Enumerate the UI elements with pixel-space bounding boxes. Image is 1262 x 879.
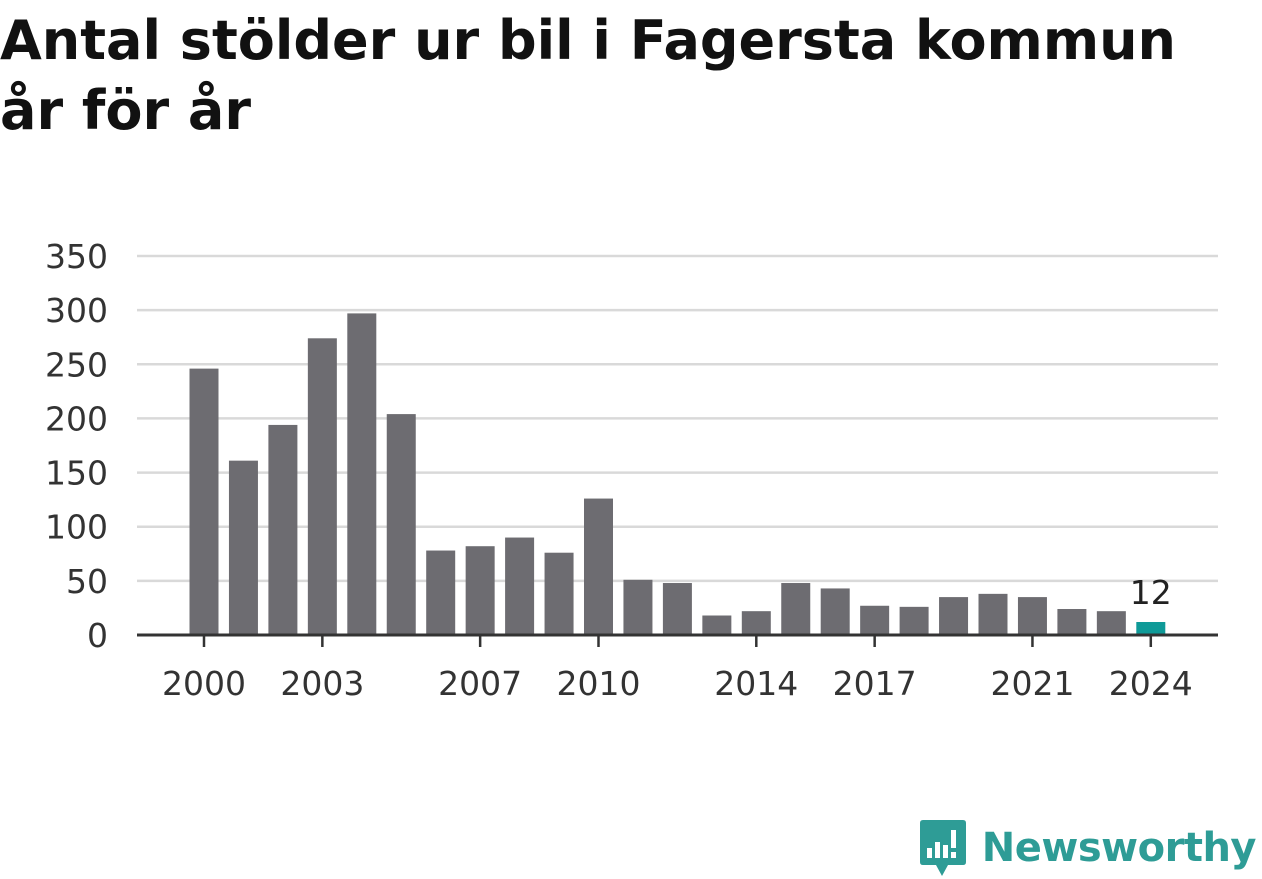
chart-title: Antal stölder ur bil i Fagersta kommun å… [0, 9, 1176, 142]
bar-2010 [584, 498, 613, 635]
y-tick-label: 200 [45, 399, 108, 438]
bar-2019 [939, 597, 969, 635]
bar-2020 [978, 593, 1008, 635]
bar-2016 [820, 588, 850, 635]
y-tick-label: 350 [45, 237, 108, 276]
bar-2023 [1096, 611, 1126, 635]
bar-2004 [347, 313, 377, 635]
bar-2018 [899, 606, 929, 635]
y-tick-label: 100 [45, 508, 108, 547]
bar-2009 [544, 552, 574, 635]
data-label-2024: 12 [1130, 573, 1172, 612]
x-tick-label: 2010 [557, 664, 641, 703]
bar-2001 [228, 460, 258, 635]
bar-2005 [386, 414, 416, 635]
x-tick-label: 2024 [1109, 664, 1193, 703]
bar-2007 [465, 546, 495, 635]
bar-2006 [426, 550, 456, 635]
y-tick-label: 0 [87, 616, 108, 655]
y-tick-label: 250 [45, 345, 108, 384]
x-tick-label: 2017 [833, 664, 917, 703]
data-labels: 12 [1130, 573, 1172, 612]
newsworthy-brand: Newsworthy [918, 817, 1257, 879]
bar-2022 [1057, 609, 1087, 635]
y-axis-ticks: 0 50 100 150 200 250 300 350 [45, 237, 108, 655]
x-tick-label: 2003 [280, 664, 364, 703]
bar-2012 [662, 583, 692, 635]
bar-2014 [741, 611, 771, 635]
bar-2013 [702, 615, 732, 635]
y-tick-label: 300 [45, 291, 108, 330]
bar-2024 [1136, 622, 1166, 635]
bar-2000 [189, 368, 219, 635]
y-tick-label: 150 [45, 454, 108, 493]
bar-2003 [307, 338, 337, 635]
bar-2021 [1017, 597, 1047, 635]
x-tick-label: 2000 [162, 664, 246, 703]
y-tick-label: 50 [66, 562, 108, 601]
bar-2017 [860, 605, 890, 635]
bar-2008 [505, 537, 535, 635]
x-tick-label: 2014 [714, 664, 798, 703]
newsworthy-logo-icon [919, 820, 966, 876]
bar-2011 [623, 579, 653, 635]
gridlines [137, 254, 1218, 583]
x-tick-label: 2007 [438, 664, 522, 703]
bar-2015 [781, 583, 811, 635]
x-tick-label: 2021 [990, 664, 1074, 703]
x-axis-ticks: 2000 2003 2007 2010 2014 2017 2021 2024 [162, 635, 1193, 703]
bars [189, 313, 1166, 635]
brand-name: Newsworthy [981, 825, 1257, 871]
bar-2002 [268, 424, 298, 635]
